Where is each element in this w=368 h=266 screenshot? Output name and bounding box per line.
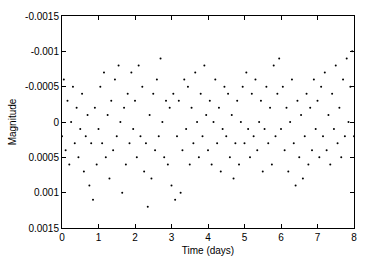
- svg-text:Magnitude: Magnitude: [7, 98, 18, 145]
- svg-text:0: 0: [53, 117, 59, 128]
- svg-text:-0.0015: -0.0015: [25, 11, 59, 22]
- svg-text:0: 0: [59, 232, 65, 243]
- svg-text:8: 8: [351, 232, 357, 243]
- svg-text:2: 2: [132, 232, 138, 243]
- svg-text:-0.0005: -0.0005: [25, 81, 59, 92]
- svg-text:4: 4: [205, 232, 211, 243]
- svg-text:-0.001: -0.001: [31, 46, 60, 57]
- svg-text:Time (days): Time (days): [182, 245, 234, 256]
- svg-text:1: 1: [96, 232, 102, 243]
- svg-text:6: 6: [278, 232, 284, 243]
- svg-text:0.0005: 0.0005: [28, 152, 59, 163]
- svg-text:5: 5: [242, 232, 248, 243]
- svg-text:0.0015: 0.0015: [28, 223, 59, 234]
- svg-text:3: 3: [169, 232, 175, 243]
- svg-text:7: 7: [315, 232, 321, 243]
- svg-text:0.001: 0.001: [34, 187, 59, 198]
